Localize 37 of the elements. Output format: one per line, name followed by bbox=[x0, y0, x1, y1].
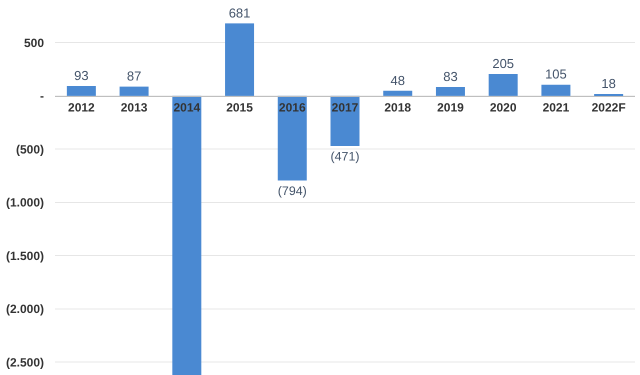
x-tick-label: 2020 bbox=[490, 100, 517, 114]
x-tick-label: 2018 bbox=[384, 100, 412, 114]
y-tick-label: (2.500) bbox=[6, 355, 44, 370]
data-label: 105 bbox=[545, 66, 567, 82]
x-tick-label: 2021 bbox=[542, 100, 570, 114]
x-tick-label: 2015 bbox=[226, 100, 254, 114]
x-tick-label: 2022F bbox=[592, 100, 626, 114]
data-label: 93 bbox=[74, 68, 89, 83]
y-tick-label: (1.000) bbox=[6, 196, 44, 210]
data-label: (471) bbox=[330, 150, 360, 164]
x-tick-label: 2016 bbox=[278, 100, 306, 114]
x-tick-label: 2013 bbox=[120, 100, 148, 114]
bar bbox=[436, 87, 465, 96]
bar bbox=[120, 86, 149, 96]
data-label: 48 bbox=[390, 72, 405, 88]
y-tick-label: 500 bbox=[24, 36, 44, 50]
y-tick-label: (2.000) bbox=[6, 302, 44, 316]
x-tick-label: 2019 bbox=[437, 100, 464, 114]
y-tick-label: (1.500) bbox=[6, 248, 44, 263]
bar bbox=[66, 86, 96, 96]
bar bbox=[383, 90, 412, 96]
x-tick-label: 2017 bbox=[332, 100, 359, 114]
bar bbox=[541, 84, 570, 96]
y-tick-label: (500) bbox=[16, 142, 44, 156]
data-label: 681 bbox=[228, 5, 250, 20]
data-label: 87 bbox=[126, 68, 142, 84]
bar bbox=[488, 74, 518, 96]
data-label: 205 bbox=[492, 56, 514, 72]
data-label: 83 bbox=[443, 69, 458, 84]
bar bbox=[278, 96, 307, 180]
bar bbox=[225, 23, 254, 96]
bar bbox=[172, 96, 202, 375]
data-label: (794) bbox=[278, 184, 307, 198]
y-tick-label: - bbox=[40, 89, 44, 104]
data-label: 18 bbox=[601, 76, 616, 91]
x-tick-label: 2014 bbox=[173, 100, 200, 114]
x-tick-label: 2012 bbox=[68, 100, 96, 114]
